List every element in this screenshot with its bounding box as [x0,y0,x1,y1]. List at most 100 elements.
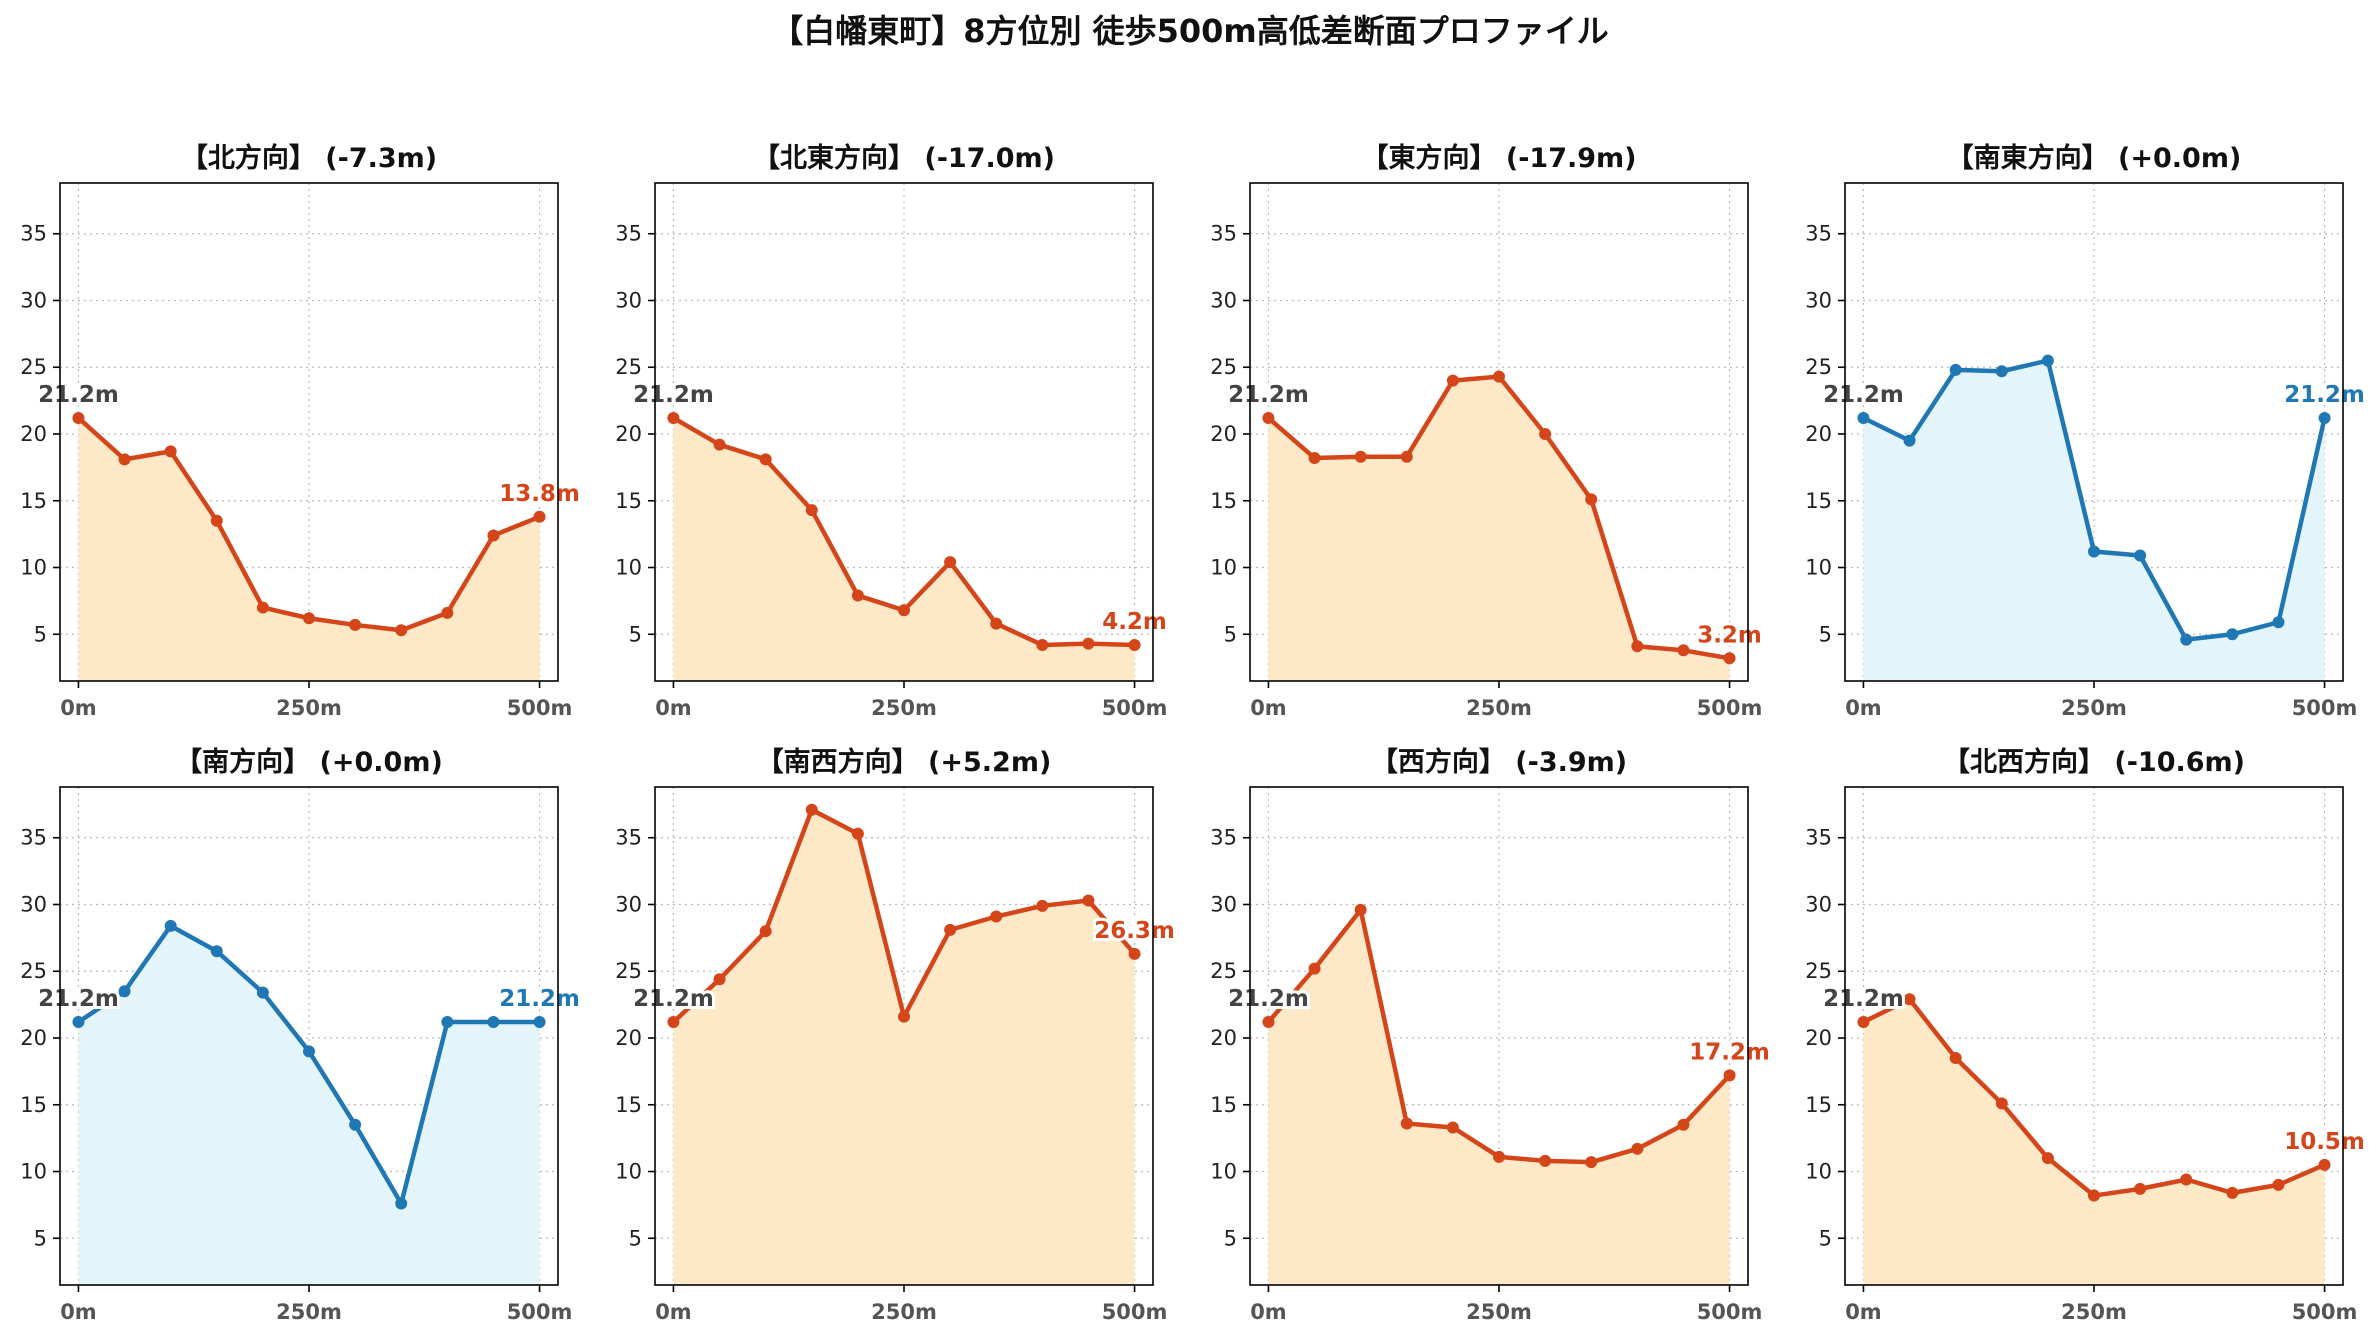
elevation-area [673,809,1135,1285]
data-point [1128,947,1141,960]
y-tick-label: 20 [1805,422,1832,446]
x-tick-label: 0m [1250,696,1287,720]
y-tick-label: 10 [20,556,47,580]
data-point [164,445,177,458]
data-point [1857,411,1870,424]
y-tick-label: 35 [20,222,47,246]
data-point [533,510,546,523]
start-elevation-label: 21.2m [38,986,119,1012]
data-point [164,919,177,932]
data-point [990,910,1003,923]
data-point [2041,1152,2054,1165]
y-tick-label: 5 [629,1226,642,1250]
data-point [1446,374,1459,387]
elevation-area [1268,909,1730,1285]
data-point [1036,638,1049,651]
data-point [349,1118,362,1131]
data-point [2318,1158,2331,1171]
data-point [1308,452,1321,465]
y-tick-label: 20 [1210,422,1237,446]
data-point [759,925,772,938]
data-point [1631,640,1644,653]
y-tick-label: 10 [1805,1160,1832,1184]
data-point [667,411,680,424]
data-point [72,411,85,424]
y-tick-label: 15 [615,489,642,513]
panel-title: 【南東方向】 (+0.0m) [1947,142,2242,174]
start-elevation-label: 21.2m [633,382,714,408]
data-point [2088,1189,2100,1202]
x-tick-label: 0m [60,1300,97,1324]
data-point [1903,434,1916,447]
data-point [667,1015,680,1028]
y-tick-label: 35 [1805,826,1832,850]
data-point [1308,962,1321,975]
panel-title: 【北方向】 (-7.3m) [181,142,437,174]
data-point [2318,411,2331,424]
data-point [1949,1052,1962,1065]
data-point [1262,411,1275,424]
data-point [1400,1117,1413,1130]
y-tick-label: 10 [1210,556,1237,580]
data-point [1539,1154,1552,1167]
data-point [2180,633,2193,646]
y-tick-label: 20 [20,422,47,446]
y-tick-label: 25 [1210,355,1237,379]
y-tick-label: 35 [1805,222,1832,246]
data-point [944,923,957,936]
elevation-area [673,417,1135,681]
x-tick-label: 0m [655,696,692,720]
data-point [1677,1118,1690,1131]
subplot-panel: 【北方向】 (-7.3m) 21.2m 13.8m 0m 250m 500m 5 10 15 20… [20,142,583,720]
data-point [118,985,131,998]
x-tick-label: 0m [1845,696,1882,720]
end-elevation-label: 4.2m [1102,609,1167,635]
data-point [441,606,454,619]
data-point [533,1015,546,1028]
y-tick-label: 30 [20,892,47,916]
x-tick-label: 250m [276,1300,342,1324]
y-tick-label: 10 [20,1160,47,1184]
x-tick-label: 250m [2061,1300,2127,1324]
x-tick-label: 500m [507,1300,573,1324]
data-point [1585,493,1598,506]
data-point [1995,1097,2008,1110]
data-point [256,601,269,614]
subplot-panel: 【北西方向】 (-10.6m) 21.2m 10.5m 0m 250m 500m 5 10 15… [1805,746,2368,1324]
y-tick-label: 25 [20,355,47,379]
data-point [2134,549,2147,562]
data-point [256,986,269,999]
subplot-panel: 【南西方向】 (+5.2m) 21.2m 26.3m 0m 250m 500m 5 10 15 2… [615,746,1178,1324]
x-tick-label: 250m [871,696,937,720]
y-tick-label: 15 [1210,489,1237,513]
start-elevation-label: 21.2m [1823,382,1904,408]
y-tick-label: 20 [615,1026,642,1050]
data-point [851,589,864,602]
data-point [487,1015,500,1028]
y-tick-label: 25 [1210,959,1237,983]
elevation-area [78,925,540,1285]
data-point [2088,545,2100,558]
data-point [349,618,362,631]
y-tick-label: 25 [1805,355,1832,379]
data-point [1082,894,1095,907]
data-point [1949,363,1962,376]
y-tick-label: 5 [1224,1226,1237,1250]
figure-title: 【白幡東町】8方位別 徒歩500m高低差断面プロファイル [771,12,1609,50]
y-tick-label: 20 [615,422,642,446]
data-point [2272,616,2285,629]
y-tick-label: 35 [20,826,47,850]
y-tick-label: 5 [629,622,642,646]
data-point [303,612,315,625]
data-point [713,438,726,451]
y-tick-label: 20 [1210,1026,1237,1050]
data-point [851,827,864,840]
y-tick-label: 15 [20,1093,47,1117]
data-point [2041,354,2054,367]
start-elevation-label: 21.2m [38,382,119,408]
x-tick-label: 0m [1845,1300,1882,1324]
y-tick-label: 15 [1805,489,1832,513]
data-point [1539,428,1552,441]
